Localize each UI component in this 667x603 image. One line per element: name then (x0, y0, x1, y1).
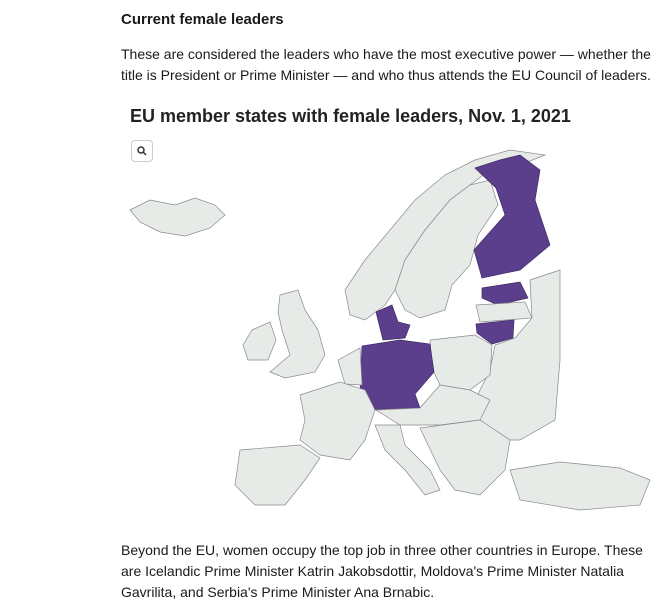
country (242, 321, 277, 361)
country-highlighted (481, 281, 529, 306)
country (374, 424, 441, 496)
country (234, 444, 321, 506)
country (269, 289, 326, 379)
country-highlighted (475, 319, 515, 345)
country-highlighted (375, 304, 411, 341)
country-highlighted (359, 339, 435, 411)
intro-paragraph: These are considered the leaders who hav… (121, 46, 651, 83)
country (337, 347, 363, 386)
country (475, 301, 533, 323)
country (509, 461, 651, 511)
country (419, 419, 511, 496)
country (394, 179, 499, 319)
map-title: EU member states with female leaders, No… (130, 106, 571, 126)
country (429, 334, 493, 391)
section-heading: Current female leaders (121, 11, 284, 28)
outro-paragraph: Beyond the EU, women occupy the top job … (121, 542, 643, 600)
search-icon (137, 146, 147, 156)
country (129, 197, 226, 237)
map (129, 149, 651, 511)
country (374, 384, 491, 426)
country (299, 381, 376, 461)
country-highlighted (473, 154, 551, 279)
zoom-button[interactable] (131, 140, 153, 162)
